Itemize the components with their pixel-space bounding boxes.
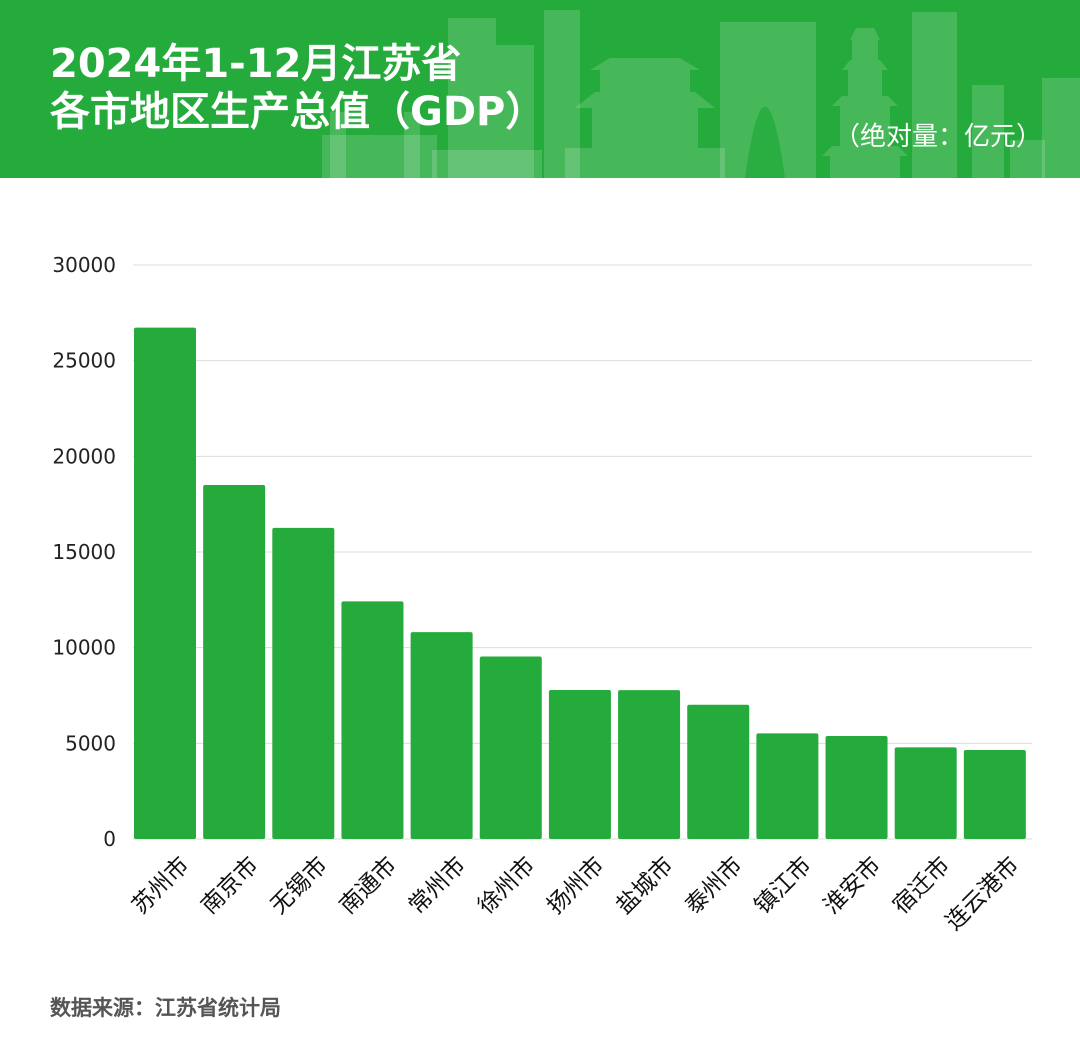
- y-tick-label: 10000: [52, 636, 116, 660]
- skyline-illustration: [322, 10, 1080, 178]
- unit-label: （绝对量：亿元）: [833, 122, 1042, 152]
- y-tick-label: 25000: [52, 349, 116, 373]
- bar-10: [825, 736, 888, 839]
- x-category-label: 泰州市: [681, 852, 748, 919]
- bar-2: [272, 527, 335, 839]
- bar-3: [341, 601, 404, 839]
- x-category-label: 淮安市: [819, 852, 886, 919]
- bar-5: [479, 656, 542, 839]
- bar-9: [756, 733, 819, 839]
- y-tick-label: 15000: [52, 540, 116, 564]
- y-tick-label: 0: [103, 827, 116, 851]
- x-category-label: 镇江市: [750, 852, 817, 919]
- bar-7: [618, 690, 681, 839]
- x-category-label: 宿迁市: [888, 852, 955, 919]
- title-line-1: 2024年1-12月江苏省: [50, 41, 462, 87]
- title-line-2: 各市地区生产总值（GDP）: [50, 89, 546, 135]
- y-tick-label: 20000: [52, 444, 116, 468]
- source-label: 数据来源：: [50, 996, 155, 1020]
- x-category-label: 盐城市: [611, 852, 678, 919]
- source-value: 江苏省统计局: [155, 996, 281, 1020]
- x-category-label: 常州市: [404, 852, 471, 919]
- bar-12: [963, 750, 1026, 839]
- bar-4: [410, 632, 473, 839]
- page-title: 2024年1-12月江苏省 各市地区生产总值（GDP）: [50, 40, 545, 136]
- bar-11: [894, 747, 957, 839]
- bar-8: [687, 704, 750, 839]
- y-tick-label: 5000: [65, 731, 116, 755]
- x-category-label: 苏州市: [127, 852, 194, 919]
- bar-0: [134, 327, 196, 839]
- y-tick-label: 30000: [52, 253, 116, 277]
- x-category-label: 连云港市: [941, 852, 1024, 935]
- bar-chart: 0 5000 10000 15000 20000 25000 30000 苏州市 南京市 无锡市南…: [52, 253, 1032, 936]
- x-category-label: 南京市: [197, 852, 264, 919]
- x-category-label: 扬州市: [542, 852, 609, 919]
- header-banner: 2024年1-12月江苏省 各市地区生产总值（GDP） （绝对量：亿元）: [0, 0, 1080, 178]
- bar-6: [548, 690, 611, 839]
- data-source: 数据来源：江苏省统计局: [50, 992, 281, 1022]
- x-category-label: 徐州市: [473, 852, 540, 919]
- x-category-label: 南通市: [335, 852, 402, 919]
- bar-1: [203, 485, 266, 839]
- x-category-label: 无锡市: [266, 852, 333, 919]
